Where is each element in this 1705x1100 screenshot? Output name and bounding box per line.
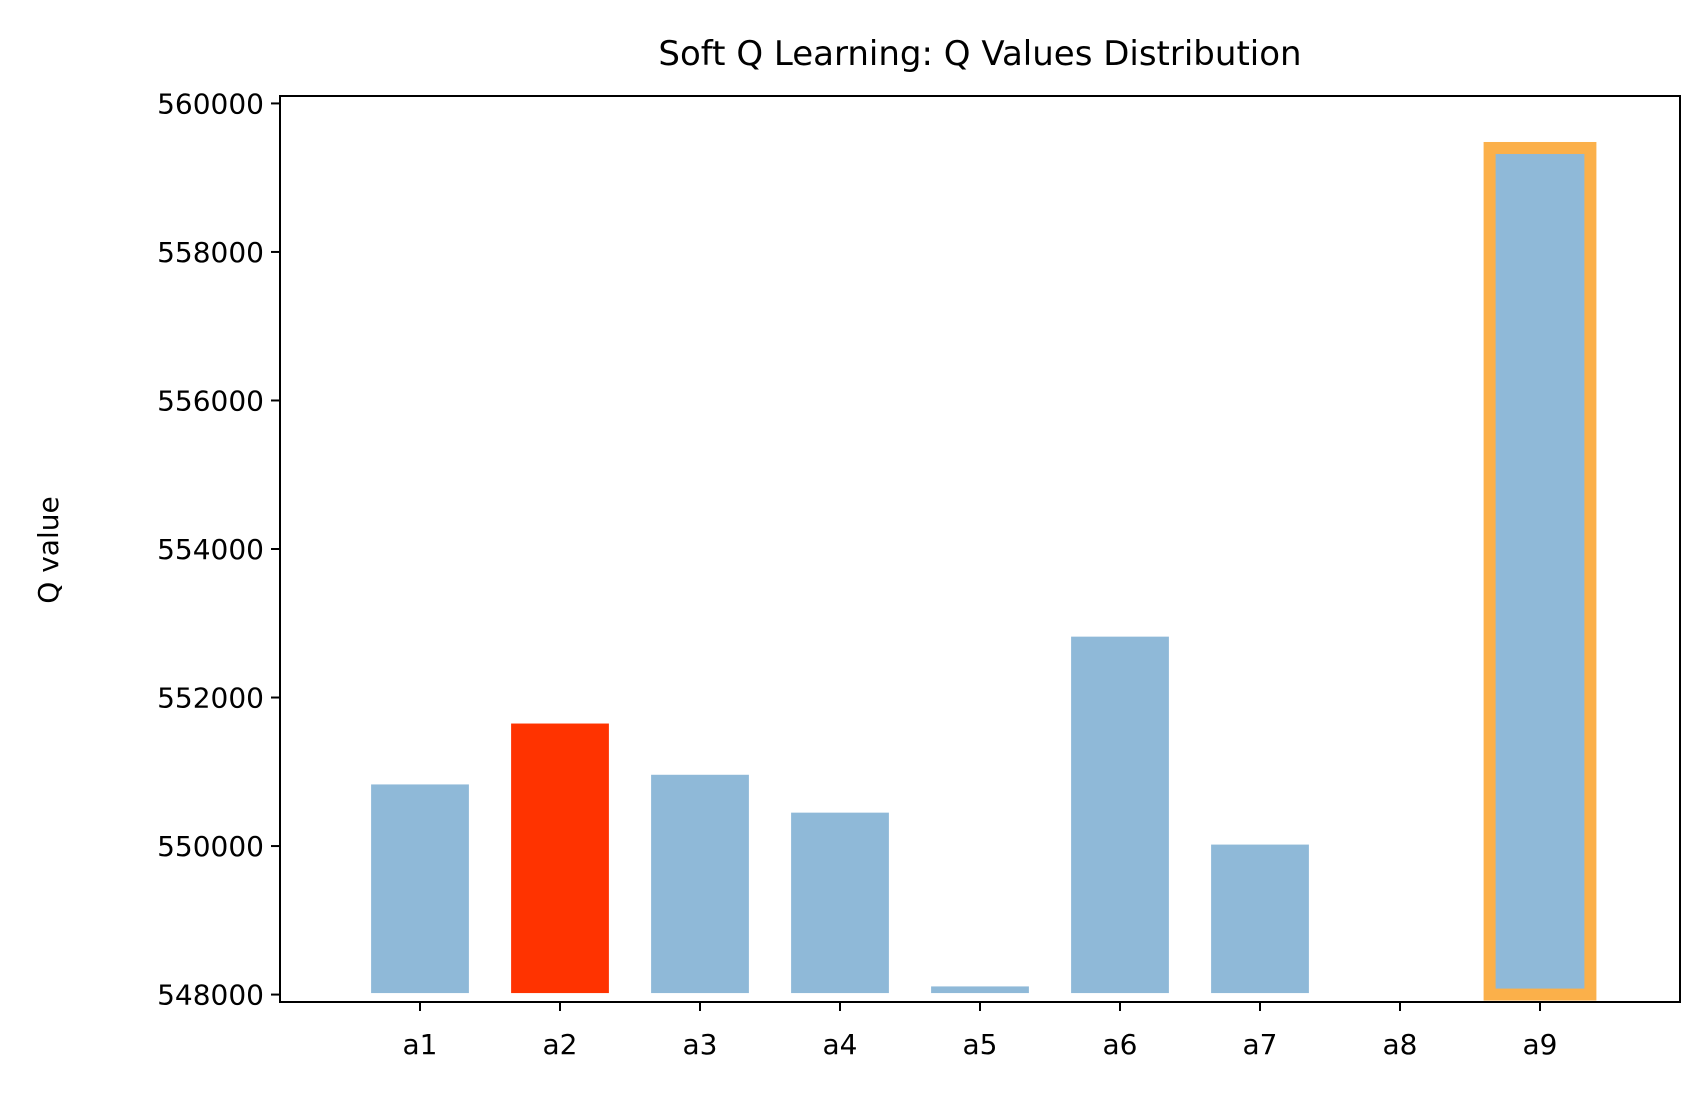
y-tick-label: 552000 bbox=[157, 682, 264, 715]
x-tick-label-a9: a9 bbox=[1523, 1028, 1558, 1061]
x-tick-label-a2: a2 bbox=[543, 1028, 578, 1061]
bar-a3 bbox=[648, 771, 752, 997]
bar-a5 bbox=[928, 983, 1032, 997]
y-ticks-group: 548000 550000 552000 554000 556000 558000 5600… bbox=[157, 87, 280, 1012]
x-tick-label-a4: a4 bbox=[823, 1028, 858, 1061]
bar-a9 bbox=[1483, 141, 1597, 1001]
bar-a6 bbox=[1068, 633, 1172, 997]
y-tick-label: 560000 bbox=[157, 87, 264, 120]
x-tick-label-a1: a1 bbox=[403, 1028, 438, 1061]
chart-title: Soft Q Learning: Q Values Distribution bbox=[658, 34, 1301, 74]
y-tick-label: 558000 bbox=[157, 236, 264, 269]
bar-a2 bbox=[508, 720, 612, 997]
x-ticks-group: a1 a2 a3 a4 a5 a6 a7 a8 a9 bbox=[403, 1002, 1558, 1061]
plot-frame bbox=[279, 95, 1681, 1003]
y-tick-label: 556000 bbox=[157, 384, 264, 417]
bar-a7 bbox=[1208, 841, 1312, 997]
y-tick-label: 548000 bbox=[157, 979, 264, 1012]
bar-a1 bbox=[368, 781, 472, 997]
x-tick-label-a5: a5 bbox=[963, 1028, 998, 1061]
x-tick-label-a3: a3 bbox=[683, 1028, 718, 1061]
x-tick-label-a8: a8 bbox=[1383, 1028, 1418, 1061]
y-axis-label: Q value bbox=[32, 496, 65, 603]
x-tick-label-a7: a7 bbox=[1243, 1028, 1278, 1061]
bars-group bbox=[368, 141, 1597, 1001]
bar-a4 bbox=[788, 809, 892, 997]
y-tick-label: 550000 bbox=[157, 830, 264, 863]
y-tick-label: 554000 bbox=[157, 533, 264, 566]
x-tick-label-a6: a6 bbox=[1103, 1028, 1138, 1061]
